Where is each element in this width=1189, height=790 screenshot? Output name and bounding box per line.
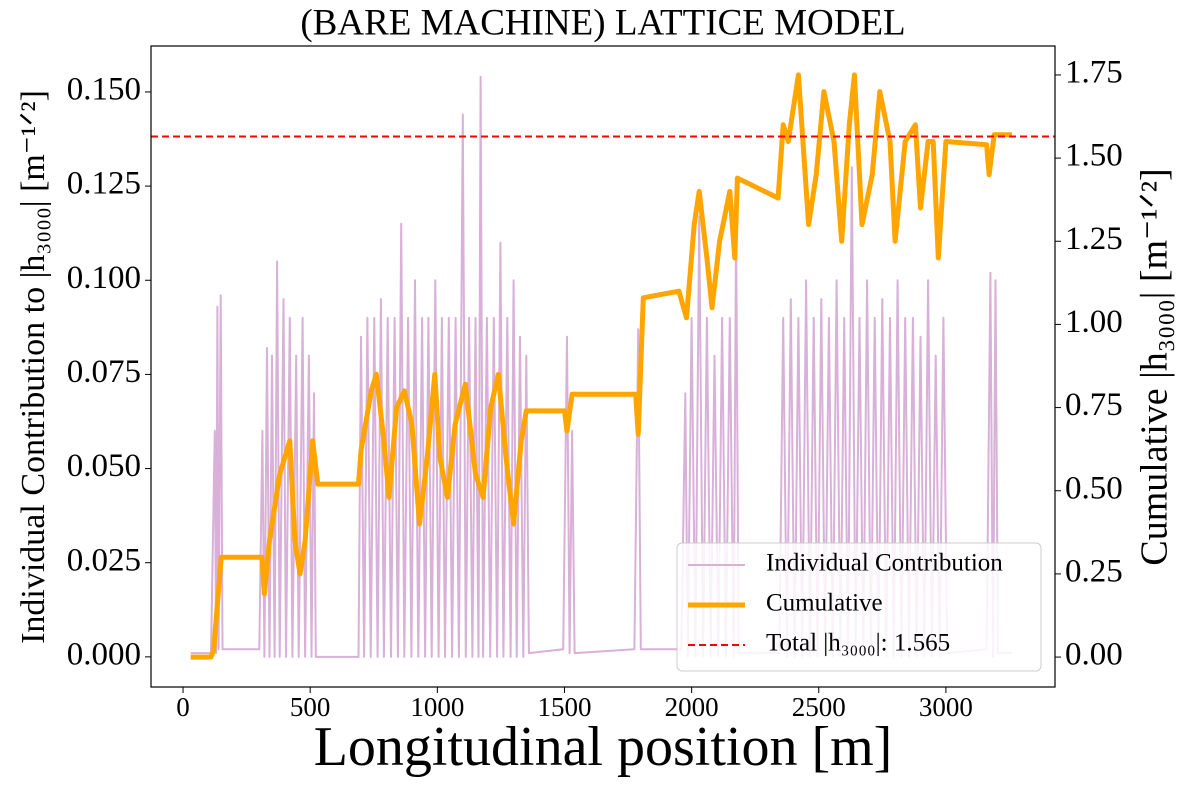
x-axis-label: Longitudinal position [m]	[314, 716, 893, 778]
x-tick-label: 1000	[410, 692, 464, 722]
legend-label: Total |h₃₀₀₀|: 1.565	[766, 630, 950, 657]
y-tick-label: 0.125	[67, 166, 141, 202]
y-tick-label: 0.150	[67, 72, 141, 108]
y-tick-label: 0.000	[67, 636, 141, 672]
y-axis-label: Individual Contribution to |h₃₀₀₀| [m⁻¹ᐟ…	[15, 90, 52, 644]
legend-label: Individual Contribution	[766, 550, 1003, 577]
chart-title: (BARE MACHINE) LATTICE MODEL	[300, 2, 905, 43]
y2-tick-label: 1.50	[1065, 138, 1123, 174]
x-tick-label: 500	[290, 692, 331, 722]
x-tick-label: 1500	[537, 692, 591, 722]
x-tick-label: 2500	[792, 692, 846, 722]
legend: Individual Contribution Cumulative Total |…	[676, 542, 1042, 672]
legend-label: Cumulative	[766, 590, 883, 617]
x-tick-label: 3000	[919, 692, 973, 722]
y2-tick-label: 1.25	[1065, 221, 1123, 257]
x-tick-label: 2000	[665, 692, 719, 722]
y2-tick-label: 0.25	[1065, 553, 1123, 589]
y-tick-label: 0.100	[67, 260, 141, 296]
y2-tick-label: 1.75	[1065, 55, 1123, 91]
y2-tick-label: 1.00	[1065, 304, 1123, 340]
y-tick-label: 0.075	[67, 354, 141, 390]
y2-tick-label: 0.00	[1065, 637, 1123, 673]
x-tick-label: 0	[176, 692, 190, 722]
series-line	[190, 72, 1012, 660]
y-tick-label: 0.050	[67, 448, 141, 484]
y2-tick-label: 0.75	[1065, 387, 1123, 423]
plot-frame	[150, 45, 1056, 688]
legend-box	[676, 542, 1042, 672]
y2-axis-label: Cumulative |h₃₀₀₀| [m⁻¹ᐟ²]	[1134, 168, 1176, 565]
y-tick-label: 0.025	[67, 542, 141, 578]
y2-tick-label: 0.50	[1065, 470, 1123, 506]
